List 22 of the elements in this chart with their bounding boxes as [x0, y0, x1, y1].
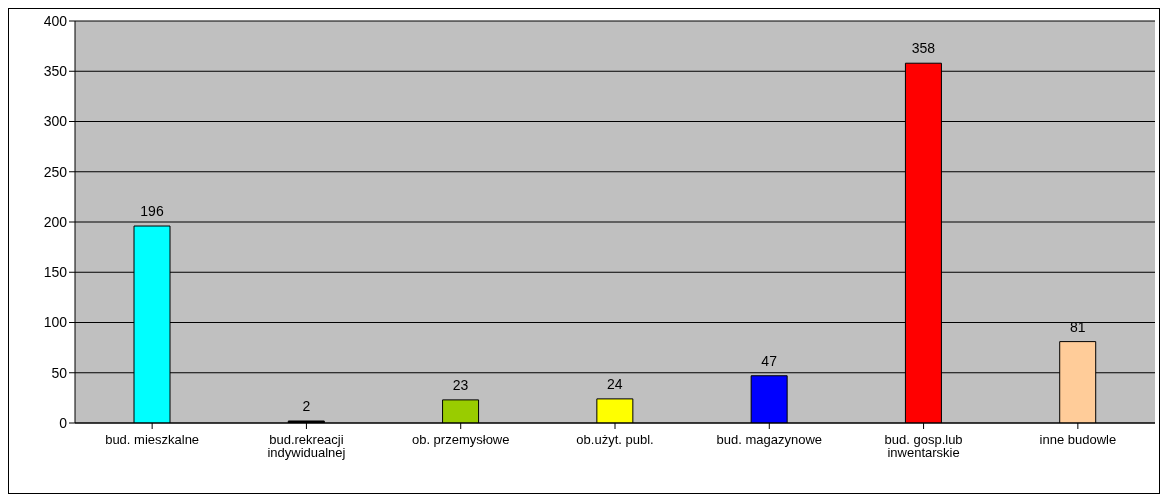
y-tick-label: 150 — [43, 264, 68, 281]
data-label: 47 — [761, 352, 778, 369]
y-tick-label: 350 — [43, 63, 68, 80]
x-tick-label: bud. gosp.lub inwentarskie — [884, 432, 963, 461]
data-label: 2 — [302, 397, 311, 414]
data-label: 23 — [452, 376, 469, 393]
x-tick-label: inne budowle — [1039, 432, 1117, 448]
x-tick-label: bud.rekreacji indywidualnej — [267, 432, 346, 461]
data-label: 358 — [911, 40, 936, 57]
x-tick-label: ob.użyt. publ. — [576, 432, 654, 448]
y-tick-label: 400 — [43, 12, 68, 29]
x-tick-label: bud. magazynowe — [716, 432, 823, 448]
y-tick-label: 300 — [43, 113, 68, 130]
x-tick-label: ob. przemysłowe — [411, 432, 510, 448]
y-tick-label: 200 — [43, 213, 68, 230]
y-tick-label: 100 — [43, 314, 68, 331]
y-tick-label: 250 — [43, 163, 68, 180]
data-label: 24 — [607, 375, 623, 392]
data-label: 196 — [140, 203, 164, 220]
y-tick-label: 50 — [51, 364, 68, 381]
y-tick-label: 0 — [59, 414, 68, 431]
x-tick-label: bud. mieszkalne — [105, 432, 200, 448]
